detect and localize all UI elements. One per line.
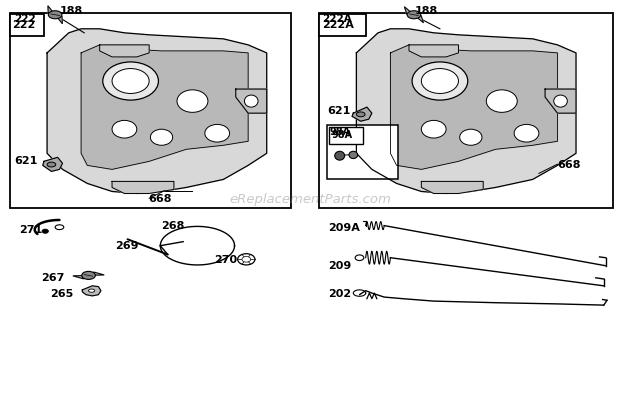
Circle shape	[242, 257, 250, 262]
Ellipse shape	[151, 129, 172, 145]
Text: 668: 668	[148, 195, 171, 204]
Ellipse shape	[349, 151, 358, 158]
Ellipse shape	[335, 151, 345, 160]
Text: 271: 271	[19, 224, 43, 235]
Polygon shape	[404, 7, 423, 23]
Text: 209: 209	[329, 261, 352, 271]
Ellipse shape	[112, 69, 149, 93]
Polygon shape	[391, 45, 557, 169]
Bar	[319, 13, 613, 208]
Ellipse shape	[356, 112, 365, 117]
Ellipse shape	[205, 125, 229, 142]
Ellipse shape	[244, 95, 258, 107]
Text: 222: 222	[12, 20, 36, 30]
Ellipse shape	[82, 271, 95, 279]
Text: 98A: 98A	[329, 127, 350, 137]
Ellipse shape	[89, 289, 95, 292]
Ellipse shape	[486, 90, 517, 112]
Text: 98A: 98A	[331, 130, 352, 140]
Text: 267: 267	[41, 273, 64, 283]
Ellipse shape	[55, 225, 64, 230]
Ellipse shape	[48, 11, 62, 19]
Ellipse shape	[177, 90, 208, 112]
Text: 268: 268	[162, 220, 185, 231]
Text: 222A: 222A	[322, 14, 352, 24]
Ellipse shape	[422, 69, 458, 93]
Text: 209A: 209A	[329, 222, 360, 233]
Polygon shape	[43, 157, 63, 171]
Ellipse shape	[355, 255, 364, 260]
Text: 270: 270	[214, 255, 237, 265]
Polygon shape	[81, 45, 248, 169]
Text: 621: 621	[327, 106, 351, 116]
Polygon shape	[82, 286, 101, 296]
Bar	[10, 14, 44, 36]
Polygon shape	[73, 272, 104, 279]
Ellipse shape	[407, 11, 421, 19]
Text: 265: 265	[50, 289, 73, 299]
Text: 188: 188	[60, 6, 82, 16]
Polygon shape	[356, 29, 576, 193]
Polygon shape	[48, 6, 63, 24]
Text: 202: 202	[329, 289, 352, 299]
Polygon shape	[422, 181, 483, 193]
Polygon shape	[545, 89, 576, 113]
Text: 621: 621	[14, 156, 38, 166]
Text: 222: 222	[14, 14, 36, 24]
Bar	[319, 14, 366, 36]
Polygon shape	[47, 29, 267, 193]
Polygon shape	[100, 45, 149, 57]
Polygon shape	[409, 45, 458, 57]
Polygon shape	[352, 107, 372, 121]
Ellipse shape	[103, 62, 159, 100]
Text: 668: 668	[557, 160, 581, 170]
Ellipse shape	[422, 120, 446, 138]
Bar	[10, 13, 291, 208]
Ellipse shape	[459, 129, 482, 145]
Text: eReplacementParts.com: eReplacementParts.com	[229, 193, 391, 206]
Polygon shape	[112, 181, 174, 193]
Ellipse shape	[412, 62, 467, 100]
Text: 222A: 222A	[322, 20, 353, 30]
Polygon shape	[236, 89, 267, 113]
Bar	[327, 125, 399, 179]
Ellipse shape	[112, 120, 137, 138]
Text: 269: 269	[115, 241, 139, 251]
Ellipse shape	[514, 125, 539, 142]
Ellipse shape	[42, 229, 48, 233]
Ellipse shape	[554, 95, 567, 107]
Ellipse shape	[47, 162, 56, 167]
Text: 188: 188	[415, 6, 438, 16]
Bar	[329, 127, 363, 144]
Circle shape	[237, 254, 255, 265]
